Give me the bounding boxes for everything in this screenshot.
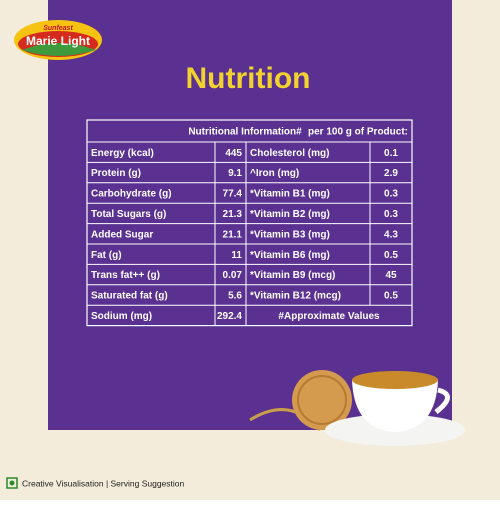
nutrient-value: 11 — [231, 250, 242, 261]
nutrient-value: 0.3 — [384, 209, 398, 220]
nutrient-label: *Vitamin B2 (mg) — [250, 209, 330, 220]
nutrient-value: 21.3 — [223, 209, 243, 220]
nutrient-label: ^Iron (mg) — [250, 168, 299, 179]
nutrient-value: 292.4 — [217, 311, 242, 322]
table-note: #Approximate Values — [278, 311, 380, 322]
logo-field — [22, 43, 96, 56]
logo-brand: Sunfeast — [43, 25, 73, 32]
title: Nutrition — [186, 62, 311, 95]
table-title: Nutritional Information# — [188, 127, 302, 138]
biscuit-rim — [297, 375, 347, 425]
cup-handle — [434, 387, 450, 414]
nutrient-label: *Vitamin B12 (mcg) — [250, 291, 341, 302]
nutrient-value: 4.3 — [384, 229, 398, 240]
nutrient-label: Sodium (mg) — [91, 311, 152, 322]
footer-note: Creative Visualisation | Serving Suggest… — [22, 478, 184, 488]
nutrient-value: 45 — [385, 270, 397, 281]
nutrient-label: Carbohydrate (g) — [91, 189, 172, 200]
nutrient-label: Added Sugar — [91, 229, 153, 240]
veg-mark — [6, 477, 18, 489]
nutrient-value: 0.5 — [384, 291, 398, 302]
nutrient-value: 0.3 — [384, 189, 398, 200]
nutrient-value: 77.4 — [223, 189, 243, 200]
biscuit — [292, 370, 352, 430]
nutrient-value: 0.5 — [384, 250, 398, 261]
nutrient-label: Energy (kcal) — [91, 148, 154, 159]
nutrient-label: Protein (g) — [91, 168, 141, 179]
panel — [48, 0, 452, 430]
nutrient-value: 21.1 — [223, 229, 243, 240]
nutrient-label: Saturated fat (g) — [91, 291, 168, 302]
table-frame — [86, 119, 413, 327]
nutrient-label: *Vitamin B3 (mg) — [250, 229, 330, 240]
nutrient-value: 0.1 — [384, 148, 398, 159]
nutrient-value: 445 — [225, 148, 242, 159]
nutrition-table: Nutritional Information# per 100 g of Pro… — [86, 119, 413, 327]
nutrient-label: *Vitamin B9 (mcg) — [250, 270, 335, 281]
nutrient-value: 9.1 — [228, 168, 242, 179]
veg-dot — [9, 480, 15, 486]
logo-name: Marie Light — [26, 34, 90, 48]
nutrient-value: 2.9 — [384, 168, 398, 179]
nutrient-label: *Vitamin B6 (mg) — [250, 250, 330, 261]
nutrient-label: Cholesterol (mg) — [250, 148, 329, 159]
logo: Sunfeast Marie Light — [14, 20, 102, 60]
cup — [352, 380, 438, 432]
nutrient-label: *Vitamin B1 (mg) — [250, 189, 330, 200]
nutrient-label: Fat (g) — [91, 250, 122, 261]
nutrient-label: Total Sugars (g) — [91, 209, 166, 220]
nutrient-label: Trans fat++ (g) — [91, 270, 160, 281]
tea — [352, 371, 438, 389]
nutrient-value: 0.07 — [223, 270, 243, 281]
nutrient-value: 5.6 — [228, 291, 242, 302]
illustration — [249, 370, 465, 446]
table-basis: per 100 g of Product: — [308, 127, 408, 138]
